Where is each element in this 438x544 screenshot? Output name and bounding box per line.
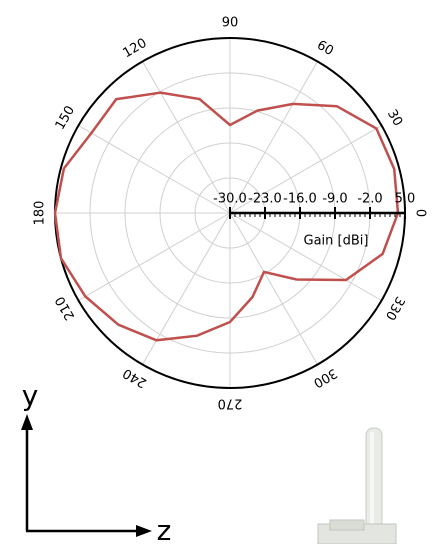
radial-tick-label: 5.0 [395, 192, 416, 207]
polar-chart: 0 30 60 90 120 150 180 210 240 270 300 330 -30.0 -23.… [33, 16, 428, 411]
grid-spoke [229, 125, 382, 214]
radial-tick-label: -9.0 [322, 192, 347, 207]
theta-tick-label: 90 [222, 16, 239, 31]
gain-curve [53, 91, 400, 342]
theta-tick-label: 240 [120, 365, 149, 390]
theta-tick-label: 120 [120, 36, 149, 61]
y-label: y [22, 379, 39, 412]
grid-spoke [229, 212, 382, 301]
theta-tick-label: 150 [53, 103, 78, 132]
theta-tick-label: 60 [314, 38, 336, 59]
z-arrow-head [136, 525, 152, 537]
radial-tick-label: -30.0 [213, 192, 247, 207]
theta-tick-label: 180 [33, 201, 48, 226]
grid-spoke [78, 125, 231, 214]
theta-tick-label: 270 [218, 396, 243, 411]
theta-tick-label: 300 [310, 365, 339, 390]
theta-tick-label: 0 [413, 209, 428, 217]
antenna-highlight [370, 432, 374, 524]
grid-spoke [142, 212, 231, 365]
radial-tick-label: -16.0 [283, 192, 317, 207]
grid-spoke [229, 61, 318, 214]
radial-axis-label: Gain [dBi] [304, 234, 369, 249]
grid-spoke [142, 61, 231, 214]
antenna-photo [317, 427, 397, 544]
antenna-joint [329, 519, 365, 531]
theta-tick-label: 330 [382, 293, 407, 322]
grid-spoke [229, 212, 318, 365]
radial-tick-label: -2.0 [357, 192, 382, 207]
theta-tick-label: 210 [53, 293, 78, 322]
radial-tick-label: -23.0 [248, 192, 282, 207]
y-arrow-head [21, 414, 33, 430]
axes-indicator: y z [21, 379, 171, 544]
theta-tick-label: 30 [384, 107, 405, 129]
grid-spoke [78, 212, 231, 301]
z-label: z [157, 514, 172, 544]
